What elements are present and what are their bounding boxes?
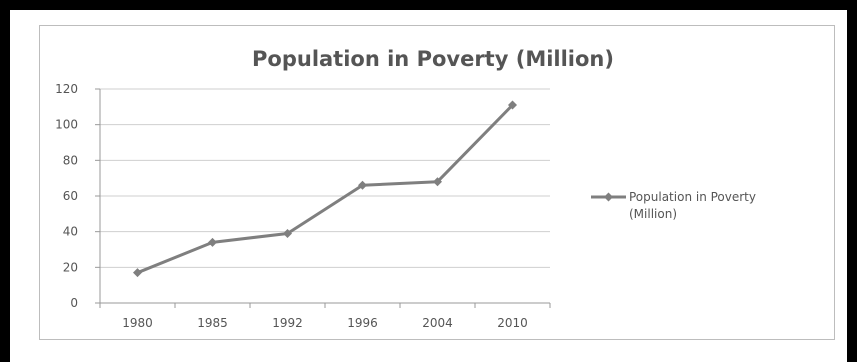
legend-marker (604, 192, 613, 202)
y-tick-label: 40 (63, 225, 78, 239)
data-point (283, 228, 292, 238)
data-point (358, 180, 367, 190)
legend-label: Population in Poverty (629, 190, 756, 204)
x-tick-label: 2010 (497, 316, 528, 330)
x-tick-label: 1996 (347, 316, 378, 330)
data-point (208, 237, 217, 247)
y-tick-label: 100 (55, 118, 78, 132)
series-line (136, 104, 514, 275)
x-tick-label: 2004 (422, 316, 453, 330)
data-point (133, 268, 142, 278)
gridlines (100, 88, 550, 268)
legend: Population in Poverty (Million) (591, 190, 756, 221)
y-tick-label: 0 (70, 296, 78, 310)
x-tick-label: 1992 (272, 316, 303, 330)
x-tick-label: 1980 (122, 316, 153, 330)
data-point (508, 100, 517, 110)
legend-label-unit: (Million) (629, 207, 677, 221)
chart-title: Population in Poverty (Million) (252, 47, 614, 71)
y-axis: 0 20 40 60 80 100 120 (55, 82, 101, 310)
y-tick-label: 20 (63, 260, 78, 274)
series-group (133, 100, 517, 278)
y-tick-label: 80 (63, 153, 78, 167)
x-axis: 1980 1985 1992 1996 2004 2010 (99, 302, 551, 330)
x-tick-label: 1985 (197, 316, 228, 330)
y-tick-label: 60 (63, 189, 78, 203)
data-point (433, 177, 442, 187)
y-tick-label: 120 (55, 82, 78, 96)
